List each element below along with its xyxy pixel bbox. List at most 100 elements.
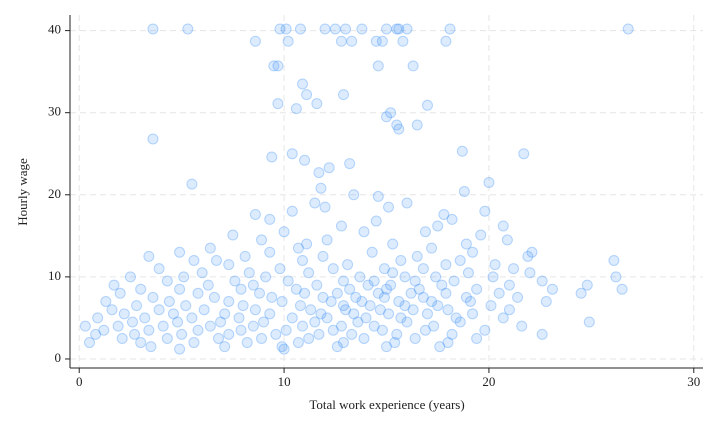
point: [462, 267, 474, 279]
point: [575, 287, 587, 299]
point: [407, 304, 419, 316]
point: [518, 148, 530, 160]
point: [467, 308, 479, 320]
point: [161, 275, 173, 287]
point: [223, 259, 235, 271]
point: [508, 263, 520, 275]
point: [147, 291, 159, 303]
point: [389, 337, 401, 349]
point: [311, 98, 323, 110]
point: [192, 287, 204, 299]
point: [274, 23, 286, 35]
point: [299, 287, 311, 299]
point: [327, 263, 339, 275]
y-tick-label: 20: [48, 186, 61, 201]
point: [442, 304, 454, 316]
point: [458, 186, 470, 197]
point: [315, 308, 327, 320]
point: [411, 250, 423, 262]
point: [350, 291, 362, 303]
point: [454, 254, 466, 266]
point: [163, 296, 175, 308]
point: [331, 341, 343, 353]
point: [524, 267, 536, 279]
point: [90, 328, 102, 340]
point: [92, 312, 104, 324]
point: [454, 316, 466, 328]
point: [399, 271, 411, 283]
point: [501, 234, 513, 246]
point: [393, 296, 405, 308]
point: [237, 300, 249, 312]
point: [98, 324, 110, 336]
point: [290, 283, 302, 295]
point: [475, 229, 487, 241]
point: [256, 234, 268, 246]
point: [335, 220, 347, 232]
point: [440, 287, 452, 299]
point: [202, 279, 214, 291]
point: [393, 123, 405, 135]
point: [157, 320, 169, 332]
point: [247, 279, 259, 291]
point: [301, 238, 313, 250]
point: [378, 291, 390, 303]
point: [395, 254, 407, 266]
point: [106, 304, 118, 316]
point: [366, 246, 378, 258]
point: [204, 320, 216, 332]
point: [471, 283, 483, 295]
point: [210, 254, 222, 266]
point: [315, 182, 327, 194]
point: [264, 308, 276, 320]
point: [485, 300, 497, 312]
point: [387, 238, 399, 250]
point: [325, 296, 337, 308]
point: [376, 35, 388, 47]
point: [417, 263, 429, 275]
point: [276, 341, 288, 353]
point: [249, 208, 261, 220]
point: [497, 312, 509, 324]
point: [428, 320, 440, 332]
point: [223, 296, 235, 308]
point: [401, 197, 413, 209]
point: [204, 242, 216, 254]
point: [282, 35, 294, 47]
point: [313, 167, 325, 179]
point: [335, 35, 347, 47]
y-tick-label: 40: [48, 22, 61, 37]
point: [167, 308, 179, 320]
point: [346, 35, 358, 47]
point: [278, 226, 290, 238]
point: [467, 246, 479, 258]
point: [401, 23, 413, 35]
point: [395, 312, 407, 324]
point: [622, 23, 634, 35]
point: [260, 271, 272, 283]
point: [483, 176, 495, 188]
point: [186, 178, 198, 190]
point: [198, 304, 210, 316]
point: [450, 312, 462, 324]
point: [436, 279, 448, 291]
point: [266, 151, 278, 163]
point: [241, 337, 253, 349]
point: [129, 328, 141, 340]
x-tick-label: 20: [482, 374, 495, 389]
point: [487, 271, 499, 283]
point: [522, 250, 534, 262]
point: [272, 60, 284, 72]
y-tick-label: 0: [55, 350, 62, 365]
point: [317, 250, 329, 262]
point: [489, 259, 501, 271]
point: [434, 341, 446, 353]
point: [329, 23, 341, 35]
point: [233, 312, 245, 324]
point: [479, 324, 491, 336]
point: [213, 332, 225, 344]
point: [356, 23, 368, 35]
point: [317, 291, 329, 303]
